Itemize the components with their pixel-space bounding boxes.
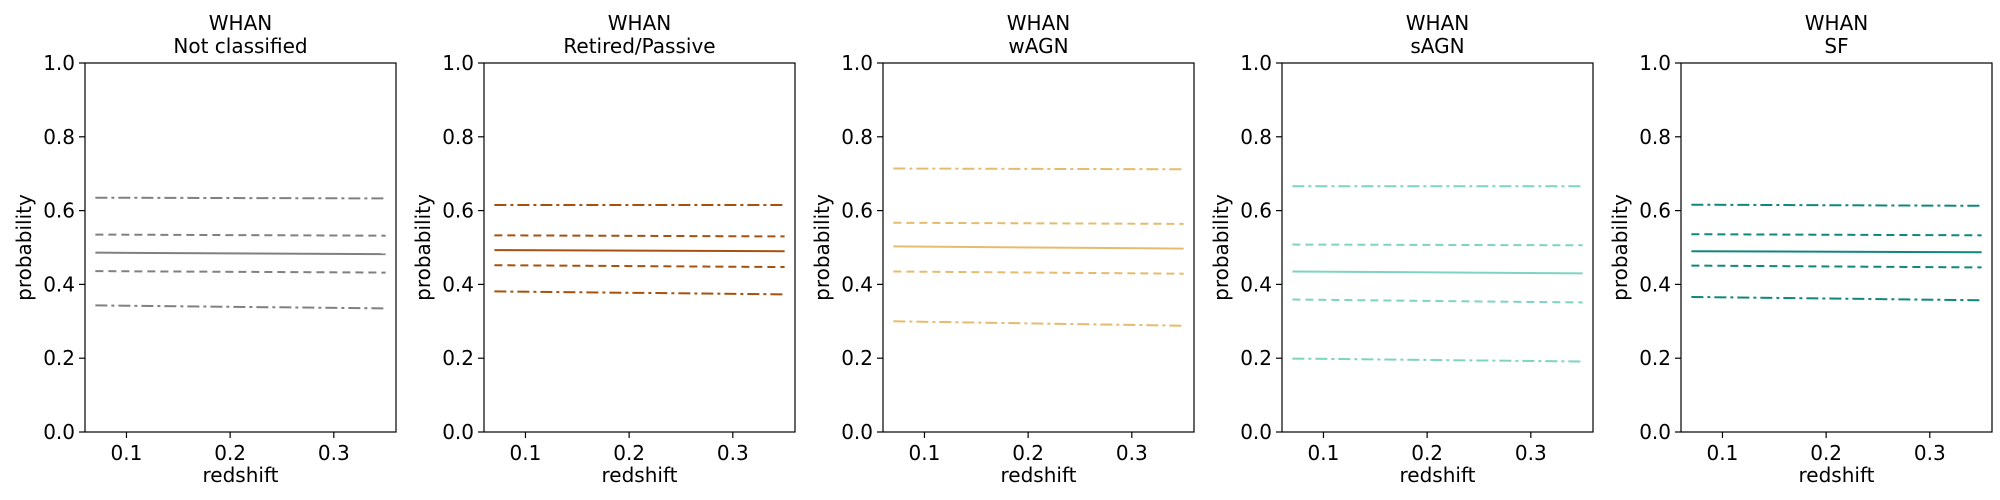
plot-frame — [483, 62, 796, 433]
series-line-solid-3 — [95, 251, 386, 256]
y-tick-label: 0.0 — [43, 420, 75, 444]
series-line-dashed-4 — [494, 264, 785, 269]
y-axis-label: probability — [810, 194, 834, 301]
x-tick-label: 0.2 — [1810, 441, 1842, 465]
y-tick-label: 0.2 — [442, 346, 474, 370]
series-line-dashdot-1 — [95, 196, 386, 200]
y-tick-label: 0.6 — [43, 199, 75, 223]
x-axis-label: redshift — [203, 463, 279, 487]
x-axis-label: redshift — [602, 463, 678, 487]
x-tick-label: 0.3 — [1116, 441, 1148, 465]
y-tick-label: 0.4 — [1639, 272, 1671, 296]
chart-title: WHAN Not classified — [173, 11, 307, 58]
series-line-dashed-4 — [1691, 264, 1982, 269]
chart-panel-2: WHAN Retired/Passive 0.0 0.2 0.4 0.6 0.8 1.0 0.1… — [411, 11, 796, 487]
y-tick-label: 0.2 — [1240, 346, 1272, 370]
x-tick-label: 0.1 — [1308, 441, 1340, 465]
series-line-dashed-4 — [893, 270, 1184, 275]
y-tick-label: 0.6 — [442, 199, 474, 223]
series-line-solid-3 — [1691, 250, 1982, 254]
y-axis-label: probability — [1608, 194, 1632, 301]
y-tick-label: 0.8 — [841, 125, 873, 149]
chart-title: WHAN sAGN — [1406, 11, 1469, 58]
x-tick-label: 0.2 — [1012, 441, 1044, 465]
y-tick-label: 1.0 — [442, 51, 474, 75]
y-tick-label: 1.0 — [841, 51, 873, 75]
x-tick-label: 0.2 — [1411, 441, 1443, 465]
y-axis-label: probability — [1209, 194, 1233, 301]
y-tick-label: 0.6 — [841, 199, 873, 223]
chart-title: WHAN SF — [1805, 11, 1868, 58]
x-axis-label: redshift — [1400, 463, 1476, 487]
x-tick-label: 0.2 — [613, 441, 645, 465]
y-axis-label: probability — [411, 194, 435, 301]
series-line-dashed-2 — [95, 233, 386, 237]
x-tick-label: 0.1 — [1707, 441, 1739, 465]
y-tick-label: 0.6 — [1639, 199, 1671, 223]
y-axis-label: probability — [12, 194, 36, 301]
y-tick-label: 0.4 — [1240, 272, 1272, 296]
series-line-dashdot-5 — [494, 290, 785, 296]
series-line-dashed-4 — [95, 270, 386, 274]
y-tick-label: 0.8 — [1240, 125, 1272, 149]
plot-frame — [1281, 62, 1594, 433]
x-tick-label: 0.2 — [214, 441, 246, 465]
y-tick-label: 0.4 — [43, 272, 75, 296]
chart-panel-4: WHAN sAGN 0.0 0.2 0.4 0.6 0.8 1.0 0.1 0.2 0.3 redsh… — [1209, 11, 1594, 487]
plot-frame — [1680, 62, 1993, 433]
y-tick-label: 0.4 — [442, 272, 474, 296]
plot-frame — [84, 62, 397, 433]
chart-panel-5: WHAN SF 0.0 0.2 0.4 0.6 0.8 1.0 0.1 0.2 0.3 redshif… — [1608, 11, 1993, 487]
series-line-dashdot-5 — [893, 320, 1184, 327]
x-axis-label: redshift — [1799, 463, 1875, 487]
y-tick-label: 0.8 — [1639, 125, 1671, 149]
chart-title: WHAN Retired/Passive — [563, 11, 715, 58]
y-tick-label: 0.2 — [841, 346, 873, 370]
y-tick-label: 0.2 — [1639, 346, 1671, 370]
x-tick-label: 0.3 — [1515, 441, 1547, 465]
series-line-dashed-2 — [1292, 243, 1583, 247]
y-tick-label: 0.4 — [841, 272, 873, 296]
y-tick-label: 0.0 — [442, 420, 474, 444]
series-line-dashed-4 — [1292, 298, 1583, 304]
chart-panel-1: WHAN Not classified 0.0 0.2 0.4 0.6 0.8 1.0 0.1 0… — [12, 11, 397, 487]
series-line-dashdot-1 — [893, 167, 1184, 171]
y-tick-label: 0.8 — [43, 125, 75, 149]
y-tick-label: 0.0 — [1639, 420, 1671, 444]
series-line-solid-3 — [494, 249, 785, 253]
x-tick-label: 0.1 — [909, 441, 941, 465]
y-tick-label: 1.0 — [43, 51, 75, 75]
series-line-dashdot-1 — [1691, 203, 1982, 207]
series-line-dashed-2 — [494, 234, 785, 238]
x-axis-label: redshift — [1001, 463, 1077, 487]
series-line-dashed-2 — [1691, 233, 1982, 237]
chart-panel-3: WHAN wAGN 0.0 0.2 0.4 0.6 0.8 1.0 0.1 0.2 0.3 redsh… — [810, 11, 1195, 487]
series-line-dashed-2 — [893, 221, 1184, 225]
series-line-dashdot-5 — [95, 304, 386, 310]
chart-title: WHAN wAGN — [1007, 11, 1070, 58]
series-line-solid-3 — [893, 245, 1184, 250]
x-tick-label: 0.3 — [1914, 441, 1946, 465]
y-tick-label: 1.0 — [1240, 51, 1272, 75]
y-tick-label: 0.6 — [1240, 199, 1272, 223]
y-tick-label: 0.8 — [442, 125, 474, 149]
x-tick-label: 0.3 — [717, 441, 749, 465]
x-tick-label: 0.3 — [318, 441, 350, 465]
series-line-dashdot-5 — [1691, 295, 1982, 302]
y-tick-label: 1.0 — [1639, 51, 1671, 75]
y-tick-label: 0.0 — [841, 420, 873, 444]
series-line-solid-3 — [1292, 270, 1583, 275]
y-tick-label: 0.0 — [1240, 420, 1272, 444]
series-line-dashdot-5 — [1292, 357, 1583, 363]
y-tick-label: 0.2 — [43, 346, 75, 370]
x-tick-label: 0.1 — [510, 441, 542, 465]
plot-frame — [882, 62, 1195, 433]
x-tick-label: 0.1 — [111, 441, 143, 465]
